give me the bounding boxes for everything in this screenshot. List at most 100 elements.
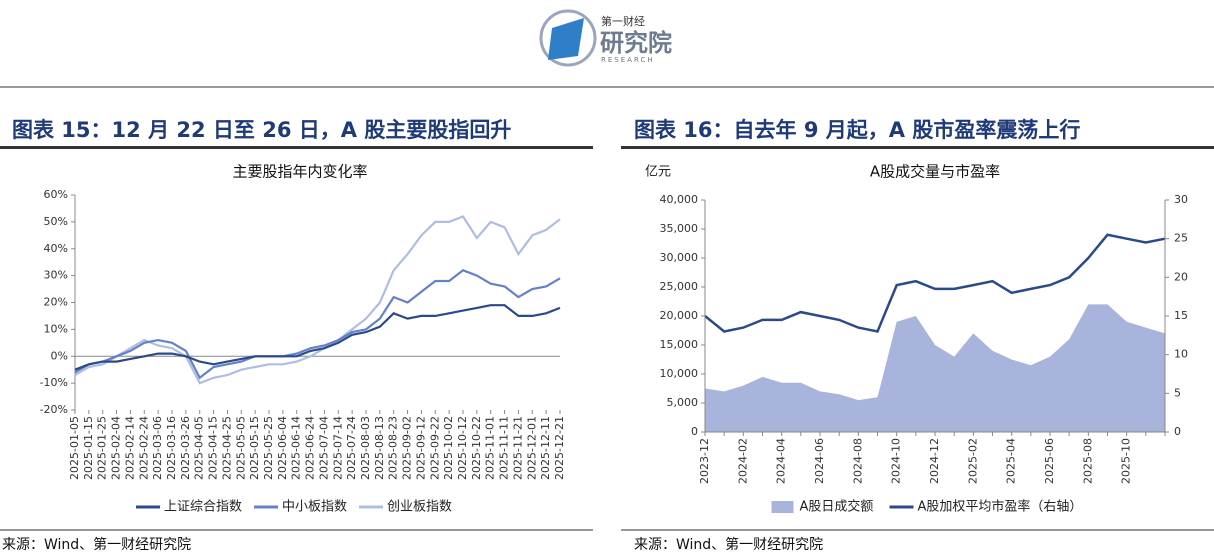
x-tick-label: 2025-09-12 bbox=[414, 416, 427, 480]
x-tick-label: 2025-05-15 bbox=[248, 416, 261, 480]
x-tick-label: 2023-12 bbox=[698, 438, 711, 484]
x-tick-label: 2025-08-13 bbox=[373, 416, 386, 480]
y-tick-label: 5 bbox=[1174, 386, 1181, 399]
x-tick-label: 2025-09-22 bbox=[428, 416, 441, 480]
y-tick-label: 30% bbox=[44, 269, 68, 282]
x-tick-label: 2025-12-21 bbox=[553, 416, 566, 480]
x-tick-label: 2025-02 bbox=[966, 438, 979, 484]
x-tick-label: 2025-04-15 bbox=[207, 416, 220, 480]
x-tick-label: 2025-10-02 bbox=[442, 416, 455, 480]
x-tick-label: 2025-04 bbox=[1005, 438, 1018, 484]
x-tick-label: 2025-01-25 bbox=[96, 416, 109, 480]
x-tick-label: 2024-08 bbox=[851, 438, 864, 484]
legend-label: 创业板指数 bbox=[387, 500, 452, 515]
x-tick-label: 2025-06-24 bbox=[304, 416, 317, 480]
x-tick-label: 2025-05-25 bbox=[262, 416, 275, 480]
x-tick-label: 2025-02-14 bbox=[123, 416, 136, 480]
y-tick-label: 60% bbox=[44, 188, 68, 201]
x-tick-label: 2024-02 bbox=[736, 438, 749, 484]
chart-title: A股成交量与市盈率 bbox=[870, 163, 1000, 181]
source: 来源：Wind、第一财经研究院 bbox=[634, 536, 823, 553]
logo-mark bbox=[548, 18, 584, 60]
y-tick-label: 40,000 bbox=[660, 193, 699, 206]
y-tick-label: 35,000 bbox=[660, 222, 699, 235]
x-tick-label: 2025-12-11 bbox=[539, 416, 552, 480]
y-tick-label: 5,000 bbox=[667, 396, 699, 409]
y-tick-label: 20,000 bbox=[660, 309, 699, 322]
figure-heading: 图表 15：12 月 22 日至 26 日，A 股主要股指回升 bbox=[12, 118, 511, 142]
x-tick-label: 2025-10-12 bbox=[456, 416, 469, 480]
line bbox=[74, 215, 561, 385]
source: 来源：Wind、第一财经研究院 bbox=[2, 536, 191, 553]
y-tick-label: -10% bbox=[40, 376, 68, 389]
x-tick-label: 2025-09-02 bbox=[401, 416, 414, 480]
y-tick-label: 30 bbox=[1174, 193, 1188, 206]
x-tick-label: 2025-06 bbox=[1043, 438, 1056, 484]
area bbox=[705, 304, 1165, 432]
x-tick-label: 2025-05-05 bbox=[234, 416, 247, 480]
x-tick-label: 2025-08 bbox=[1081, 438, 1094, 484]
legend-label: A股加权平均市盈率（右轴） bbox=[918, 499, 1083, 515]
y-tick-label: 20% bbox=[44, 296, 68, 309]
legend-label: A股日成交额 bbox=[800, 499, 874, 515]
y-tick-label: 40% bbox=[44, 242, 68, 255]
x-tick-label: 2025-08-03 bbox=[359, 416, 372, 480]
x-tick-label: 2024-10 bbox=[890, 438, 903, 484]
x-tick-label: 2025-04-25 bbox=[220, 416, 233, 480]
x-tick-label: 2025-04-05 bbox=[193, 416, 206, 480]
x-tick-label: 2025-03-16 bbox=[165, 416, 178, 480]
x-tick-label: 2025-11-11 bbox=[498, 416, 511, 480]
x-tick-label: 2025-11-21 bbox=[511, 416, 524, 480]
x-tick-label: 2025-01-15 bbox=[82, 416, 95, 480]
x-tick-label: 2025-10 bbox=[1120, 438, 1133, 484]
x-tick-label: 2025-11-01 bbox=[484, 416, 497, 480]
logo-small: 第一财经 bbox=[601, 14, 645, 28]
y-tick-label: 25 bbox=[1174, 232, 1188, 245]
y-tick-label: 0% bbox=[51, 349, 68, 362]
line bbox=[74, 269, 561, 380]
x-tick-label: 2025-08-23 bbox=[387, 416, 400, 480]
y-tick-label: 50% bbox=[44, 215, 68, 228]
x-tick-label: 2024-04 bbox=[775, 438, 788, 484]
y-tick-label: 25,000 bbox=[660, 280, 699, 293]
logo-en: RESEARCH bbox=[601, 56, 655, 64]
x-tick-label: 2025-03-26 bbox=[179, 416, 192, 480]
heading-rule bbox=[621, 146, 1214, 149]
y-tick-label: 0 bbox=[1174, 425, 1181, 438]
x-tick-label: 2025-07-04 bbox=[317, 416, 330, 480]
legend-label: 中小板指数 bbox=[282, 500, 347, 515]
x-tick-label: 2025-03-06 bbox=[151, 416, 164, 480]
y-tick-label: 20 bbox=[1174, 270, 1188, 283]
y-tick-label: 10,000 bbox=[660, 367, 699, 380]
figure-heading: 图表 16：自去年 9 月起，A 股市盈率震荡上行 bbox=[634, 118, 1080, 142]
logo-main: 研究院 bbox=[600, 29, 672, 57]
x-tick-label: 2025-12-01 bbox=[525, 416, 538, 480]
legend-swatch bbox=[771, 501, 794, 513]
x-tick-label: 2025-07-24 bbox=[345, 416, 358, 480]
y-tick-label: 10% bbox=[44, 322, 68, 335]
x-tick-label: 2025-06-14 bbox=[290, 416, 303, 480]
x-tick-label: 2025-01-05 bbox=[68, 416, 81, 480]
y-tick-label: 15,000 bbox=[660, 338, 699, 351]
y-tick-label: 10 bbox=[1174, 348, 1188, 361]
logo: 第一财经 研究院 RESEARCH bbox=[539, 9, 672, 67]
y-tick-label: -20% bbox=[40, 403, 68, 416]
chart-title: 主要股指年内变化率 bbox=[232, 163, 367, 181]
legend-label: 上证综合指数 bbox=[164, 500, 242, 515]
x-tick-label: 2025-06-04 bbox=[276, 416, 289, 480]
x-tick-label: 2025-02-24 bbox=[137, 416, 150, 480]
x-tick-label: 2025-10-22 bbox=[470, 416, 483, 480]
y-tick-label: 0 bbox=[691, 425, 698, 438]
x-tick-label: 2025-02-04 bbox=[110, 416, 123, 480]
x-tick-label: 2025-07-14 bbox=[331, 416, 344, 480]
line bbox=[74, 304, 561, 371]
logo-ring bbox=[539, 9, 597, 67]
x-tick-label: 2024-12 bbox=[928, 438, 941, 484]
heading-rule bbox=[0, 146, 593, 149]
x-tick-label: 2024-06 bbox=[813, 438, 826, 484]
y-tick-label: 15 bbox=[1174, 309, 1188, 322]
line bbox=[704, 233, 1166, 333]
y-axis-label: 亿元 bbox=[645, 165, 671, 180]
y-tick-label: 30,000 bbox=[660, 251, 699, 264]
